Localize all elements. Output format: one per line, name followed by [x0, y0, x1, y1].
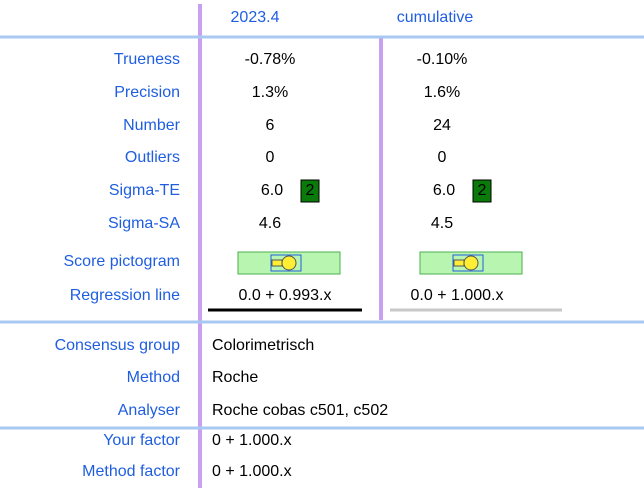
- pictogram-point: [281, 255, 297, 271]
- score-pictogram: [419, 251, 523, 275]
- pictogram-marker: [271, 259, 283, 267]
- cell-value: 1.3%: [252, 84, 288, 101]
- cell-value: 6.0: [433, 182, 455, 199]
- cell-value: -0.78%: [245, 51, 296, 68]
- cell-value: 6.0: [261, 182, 283, 199]
- cell-value: Roche cobas c501, c502: [212, 402, 388, 419]
- cell-value: Colorimetrisch: [212, 337, 314, 354]
- row-label: Trueness: [114, 51, 180, 68]
- cell-value: 0.0 + 0.993.x: [239, 287, 332, 304]
- row-label: Consensus group: [55, 337, 181, 354]
- cell-value: 1.6%: [424, 84, 460, 101]
- sigma-badge-text: 2: [478, 182, 487, 199]
- cell-value: -0.10%: [417, 51, 468, 68]
- sigma-badge: [300, 179, 320, 203]
- sigma-badge-text: 2: [306, 182, 315, 199]
- cell-value: 24: [433, 117, 451, 134]
- score-pictogram: [237, 251, 341, 275]
- cell-value: 0.0 + 1.000.x: [411, 287, 504, 304]
- cell-value: 6: [266, 117, 275, 134]
- row-label: Outliers: [125, 149, 180, 166]
- row-label: Number: [123, 117, 181, 134]
- row-label: Precision: [114, 84, 180, 101]
- sigma-badge: [472, 179, 492, 203]
- cell-value: 4.6: [259, 215, 281, 232]
- cell-value: 4.5: [431, 215, 453, 232]
- cell-value: 0: [266, 149, 275, 166]
- cell-value: 0: [438, 149, 447, 166]
- cell-value: 0 + 1.000.x: [212, 432, 292, 449]
- row-label: Your factor: [103, 432, 180, 449]
- column-header: cumulative: [397, 9, 474, 26]
- cell-value: 0 + 1.000.x: [212, 463, 292, 480]
- pictogram-range: [270, 254, 302, 272]
- pictogram-marker: [453, 259, 465, 267]
- row-label: Regression line: [70, 287, 180, 304]
- column-header: 2023.4: [231, 9, 280, 26]
- row-label: Method factor: [82, 463, 181, 480]
- row-label: Method: [127, 369, 180, 386]
- pictogram-point: [463, 255, 479, 271]
- cell-value: Roche: [212, 369, 258, 386]
- pictogram-range: [452, 254, 484, 272]
- row-label: Sigma-SA: [108, 215, 180, 232]
- row-label: Analyser: [118, 402, 181, 419]
- row-label: Sigma-TE: [109, 182, 180, 199]
- row-label: Score pictogram: [64, 253, 181, 270]
